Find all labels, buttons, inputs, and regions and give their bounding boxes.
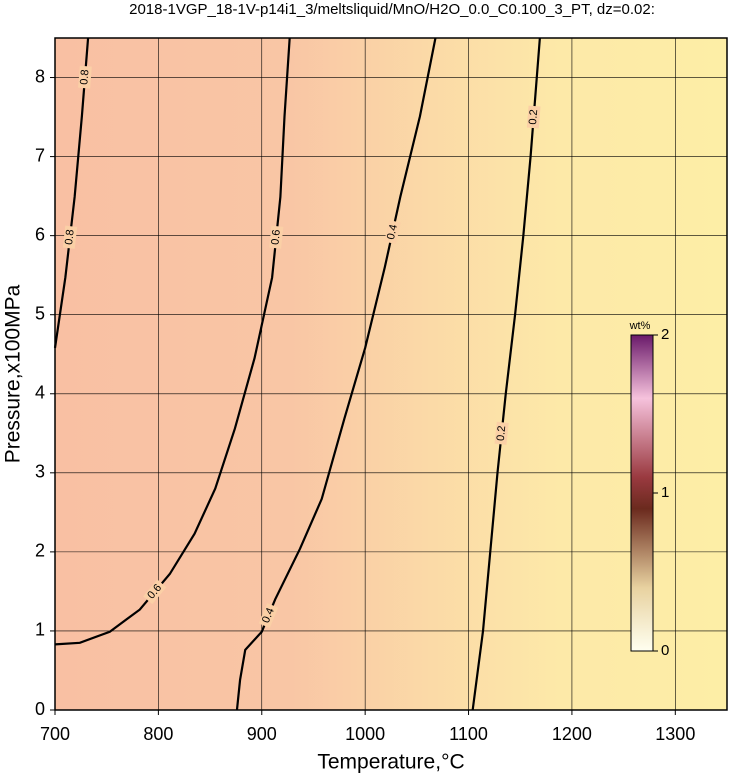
plot-frame — [54, 37, 728, 711]
y-tick-label: 7 — [35, 145, 45, 165]
x-tick-label: 800 — [143, 724, 173, 744]
colorbar-label: wt% — [629, 320, 651, 332]
contour-label-group: 0.2 — [526, 105, 541, 129]
plot-background — [55, 38, 727, 710]
y-tick-label: 3 — [35, 462, 45, 482]
x-tick-label: 1300 — [655, 724, 695, 744]
y-tick-label: 4 — [35, 383, 45, 403]
contour-label: 0.8 — [63, 229, 77, 246]
contour-line — [53, 37, 90, 349]
contour-label-bg — [62, 225, 78, 249]
y-tick-label: 6 — [35, 224, 45, 244]
contour-label: 0.2 — [527, 109, 540, 125]
contour-label-group: 0.4 — [384, 220, 401, 245]
y-axis-label: Pressure,x100MPa — [2, 284, 25, 463]
y-tick-label: 0 — [35, 699, 45, 719]
contour-label: 0.8 — [78, 69, 91, 85]
contour-line — [54, 37, 291, 646]
x-tick-label: 1000 — [345, 724, 385, 744]
colorbar-tick-label: 0 — [661, 642, 669, 659]
contour-label-bg — [384, 220, 401, 245]
colorbar-tick-label: 1 — [661, 484, 669, 501]
colorbar-tick-label: 2 — [661, 326, 669, 343]
x-tick-label: 700 — [40, 724, 70, 744]
contours: 0.80.80.60.60.40.40.20.2 — [53, 37, 541, 711]
x-axis-label: Temperature,°C — [317, 751, 464, 774]
x-tick-label: 900 — [247, 724, 277, 744]
contour-label-bg — [269, 225, 284, 249]
y-tick-label: 8 — [35, 66, 45, 86]
contour-label-bg — [258, 603, 279, 628]
contour-label: 0.6 — [269, 229, 282, 245]
y-tick-label: 2 — [35, 541, 45, 561]
contour-label-bg — [526, 105, 541, 129]
x-tick-label: 1200 — [552, 724, 592, 744]
y-tick-label: 5 — [35, 303, 45, 323]
contour-label: 0.2 — [495, 425, 509, 441]
contour-label-group: 0.6 — [269, 225, 284, 249]
colorbar — [630, 334, 654, 652]
contour-label: 0.4 — [385, 223, 400, 241]
contour-label-bg — [78, 65, 92, 89]
contour-label-bg — [494, 421, 509, 445]
contour-label-group: 0.8 — [78, 65, 92, 89]
contour-label-group: 0.8 — [62, 225, 78, 249]
contour-label-group: 0.4 — [258, 603, 279, 628]
contour-label-group: 0.2 — [494, 421, 509, 445]
contour-label: 0.4 — [260, 606, 277, 625]
y-tick-label: 1 — [35, 620, 45, 640]
chart-title: 2018-1VGP_18-1V-p14i1_3/meltsliquid/MnO/… — [129, 1, 655, 18]
contour-label-bg — [143, 579, 167, 605]
x-tick-label: 1100 — [449, 724, 488, 744]
contour-line — [235, 37, 437, 711]
